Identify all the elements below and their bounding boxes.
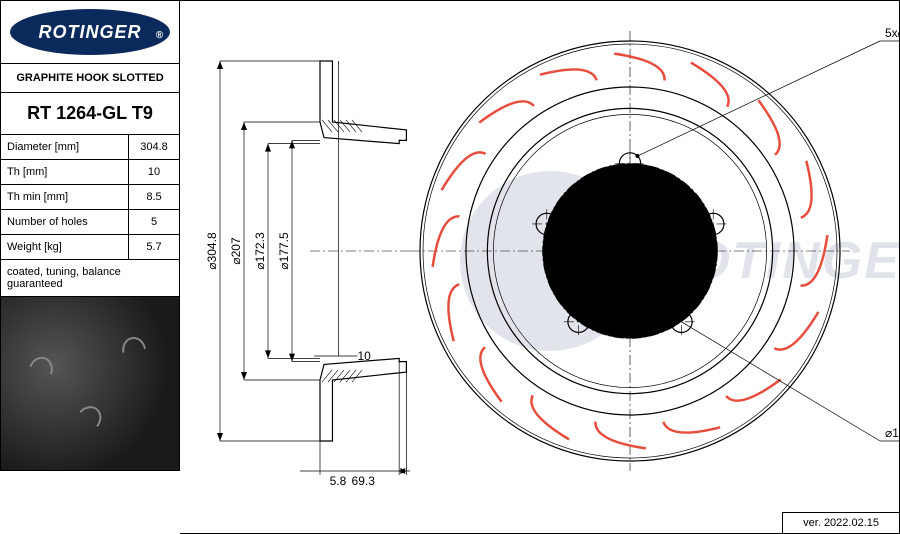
spec-label: Number of holes <box>1 210 129 234</box>
spec-row: Th [mm]10 <box>0 160 180 185</box>
product-subtitle: GRAPHITE HOOK SLOTTED <box>0 64 180 93</box>
front-view: 5x⌀15.5 ⌀127 <box>410 1 900 521</box>
product-thumbnail <box>0 297 180 471</box>
svg-text:⌀172.3: ⌀172.3 <box>253 232 267 270</box>
brand-logo: ROTINGER® <box>10 9 170 55</box>
spec-row: Th min [mm]8.5 <box>0 185 180 210</box>
reg-mark: ® <box>156 13 164 59</box>
spec-label: Th [mm] <box>1 160 129 184</box>
svg-text:69.3: 69.3 <box>352 474 376 488</box>
svg-text:⌀127: ⌀127 <box>885 426 900 440</box>
spec-label: Diameter [mm] <box>1 135 129 159</box>
svg-text:5.8: 5.8 <box>330 474 347 488</box>
brand-name: ROTINGER <box>38 22 141 42</box>
spec-value: 10 <box>129 160 179 184</box>
svg-text:⌀304.8: ⌀304.8 <box>205 232 219 270</box>
svg-text:5x⌀15.5: 5x⌀15.5 <box>885 26 900 40</box>
notes: coated, tuning, balance guaranteed <box>0 260 180 297</box>
spec-label: Weight [kg] <box>1 235 129 259</box>
spec-value: 5.7 <box>129 235 179 259</box>
spec-value: 8.5 <box>129 185 179 209</box>
spec-row: Number of holes5 <box>0 210 180 235</box>
spec-value: 5 <box>129 210 179 234</box>
spec-value: 304.8 <box>129 135 179 159</box>
part-number: RT 1264-GL T9 <box>0 93 180 135</box>
svg-text:10: 10 <box>357 349 371 363</box>
spec-panel: ROTINGER ® GRAPHITE HOOK SLOTTED RT 1264-… <box>0 0 180 534</box>
side-view: ⌀304.8 ⌀207 ⌀172.3 ⌀177.5 5.8 69.3 10 <box>180 1 410 521</box>
logo-box: ROTINGER ® <box>0 0 180 64</box>
spec-label: Th min [mm] <box>1 185 129 209</box>
spec-row: Weight [kg]5.7 <box>0 235 180 260</box>
svg-text:⌀177.5: ⌀177.5 <box>277 232 291 270</box>
spec-row: Diameter [mm]304.8 <box>0 135 180 160</box>
technical-drawing: ROTINGER ⌀304.8⌀207⌀172.3⌀177.55.869.310… <box>180 0 900 534</box>
svg-text:⌀207: ⌀207 <box>229 237 243 265</box>
version-label: ver. 2022.02.15 <box>782 512 899 533</box>
